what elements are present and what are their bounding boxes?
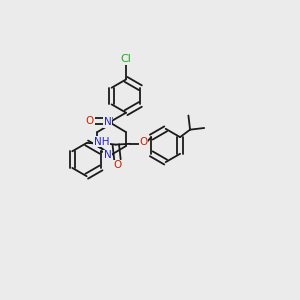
Text: N: N <box>103 117 111 127</box>
Text: O: O <box>86 116 94 126</box>
Text: N: N <box>103 150 111 160</box>
Text: Cl: Cl <box>121 54 131 64</box>
Text: O: O <box>113 160 122 170</box>
Text: O: O <box>140 137 148 147</box>
Text: NH: NH <box>94 137 110 147</box>
